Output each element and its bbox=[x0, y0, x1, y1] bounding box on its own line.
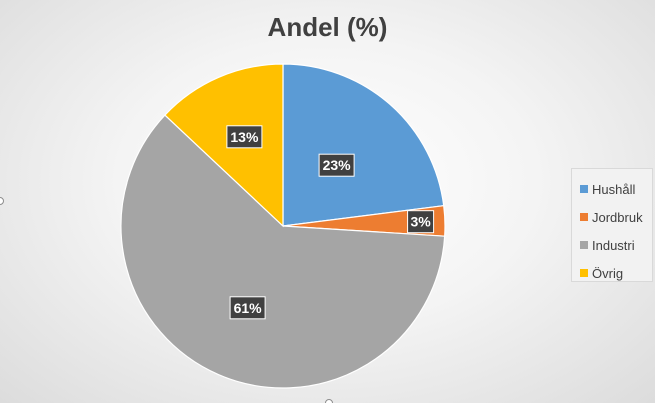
legend-label-3: Industri bbox=[592, 237, 635, 253]
data-label-text-2: 3% bbox=[410, 214, 431, 230]
data-label-text-3: 61% bbox=[234, 300, 263, 316]
data-label-3[interactable]: 61% bbox=[229, 296, 266, 320]
chart-title: Andel (%) bbox=[267, 12, 388, 42]
pie-slice-3[interactable] bbox=[120, 114, 446, 389]
legend-label-4: Övrig bbox=[592, 265, 624, 281]
resize-handle-bottom[interactable] bbox=[325, 399, 333, 403]
data-label-4[interactable]: 13% bbox=[226, 125, 263, 149]
legend-swatch-2 bbox=[580, 213, 588, 221]
legend-label-1: Hushåll bbox=[592, 181, 636, 197]
legend-item-2[interactable]: Jordbruk bbox=[580, 203, 652, 231]
legend-swatch-1 bbox=[580, 185, 588, 193]
pie-slice-4[interactable] bbox=[164, 63, 284, 228]
data-label-1[interactable]: 23% bbox=[318, 153, 355, 177]
legend[interactable]: Hushåll Jordbruk Industri Övrig bbox=[571, 168, 653, 282]
legend-swatch-4 bbox=[580, 269, 588, 277]
legend-swatch-3 bbox=[580, 241, 588, 249]
legend-item-4[interactable]: Övrig bbox=[580, 259, 652, 287]
pie-slice-1[interactable] bbox=[282, 63, 445, 227]
data-label-text-1: 23% bbox=[323, 157, 352, 173]
data-label-2[interactable]: 3% bbox=[407, 210, 435, 234]
legend-item-3[interactable]: Industri bbox=[580, 231, 652, 259]
legend-item-1[interactable]: Hushåll bbox=[580, 175, 652, 203]
legend-label-2: Jordbruk bbox=[592, 209, 643, 225]
data-label-text-4: 13% bbox=[230, 129, 259, 145]
